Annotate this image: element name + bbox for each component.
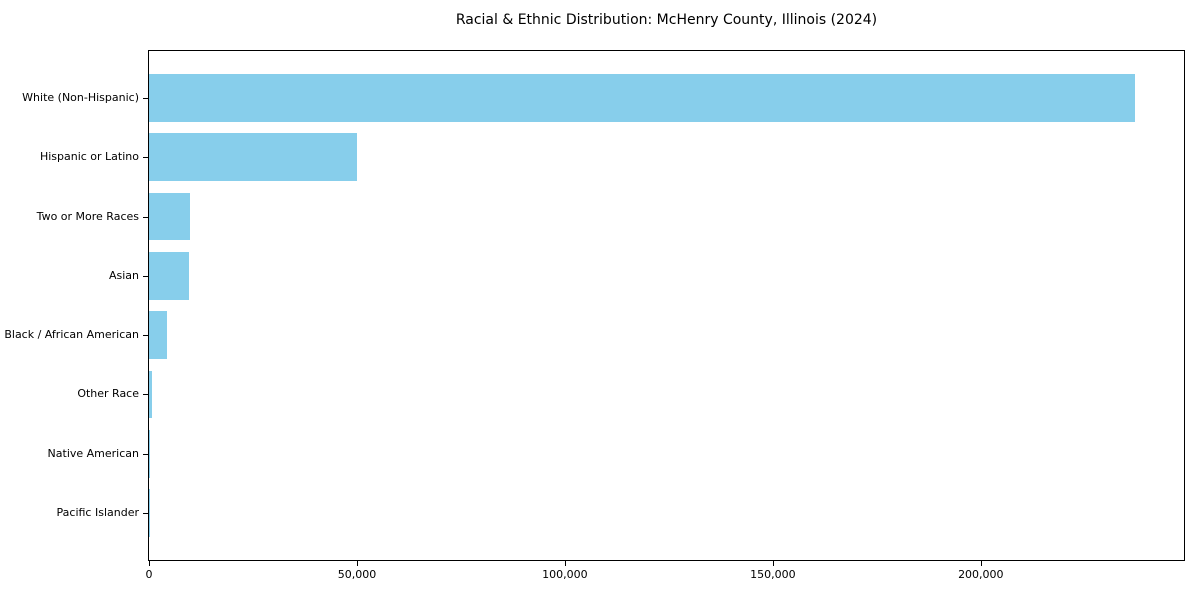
bar	[149, 252, 189, 300]
y-tick-label: Other Race	[77, 387, 139, 401]
y-tick-label: Black / African American	[4, 328, 139, 342]
x-tick-label: 200,000	[958, 568, 1004, 581]
x-tick-label: 0	[145, 568, 153, 581]
x-tick	[356, 561, 358, 566]
bar	[149, 133, 358, 181]
bar	[149, 192, 190, 241]
y-tick	[143, 157, 148, 159]
y-tick-label: Native American	[47, 446, 139, 460]
bar	[149, 311, 167, 359]
y-tick	[143, 275, 148, 277]
x-tick	[980, 561, 982, 566]
x-tick-label: 150,000	[750, 568, 796, 581]
chart-title: Racial & Ethnic Distribution: McHenry Co…	[455, 12, 878, 28]
x-tick	[564, 561, 566, 566]
y-tick	[143, 394, 148, 396]
x-tick-label: 50,000	[337, 568, 377, 581]
y-tick-label: Asian	[108, 268, 139, 282]
plot-area	[148, 50, 1185, 561]
y-tick	[143, 97, 148, 99]
y-tick	[143, 335, 148, 337]
x-tick	[772, 561, 774, 566]
y-tick	[143, 513, 148, 515]
y-tick-label: Hispanic or Latino	[39, 150, 139, 164]
y-tick	[143, 216, 148, 218]
x-tick	[149, 561, 150, 566]
y-tick	[143, 453, 148, 455]
y-tick-label: White (Non-Hispanic)	[22, 90, 139, 104]
bar	[149, 74, 1135, 122]
y-tick-label: Pacific Islander	[56, 506, 139, 520]
y-tick-label: Two or More Races	[36, 209, 139, 223]
x-tick-label: 100,000	[542, 568, 588, 581]
bar	[149, 370, 153, 419]
